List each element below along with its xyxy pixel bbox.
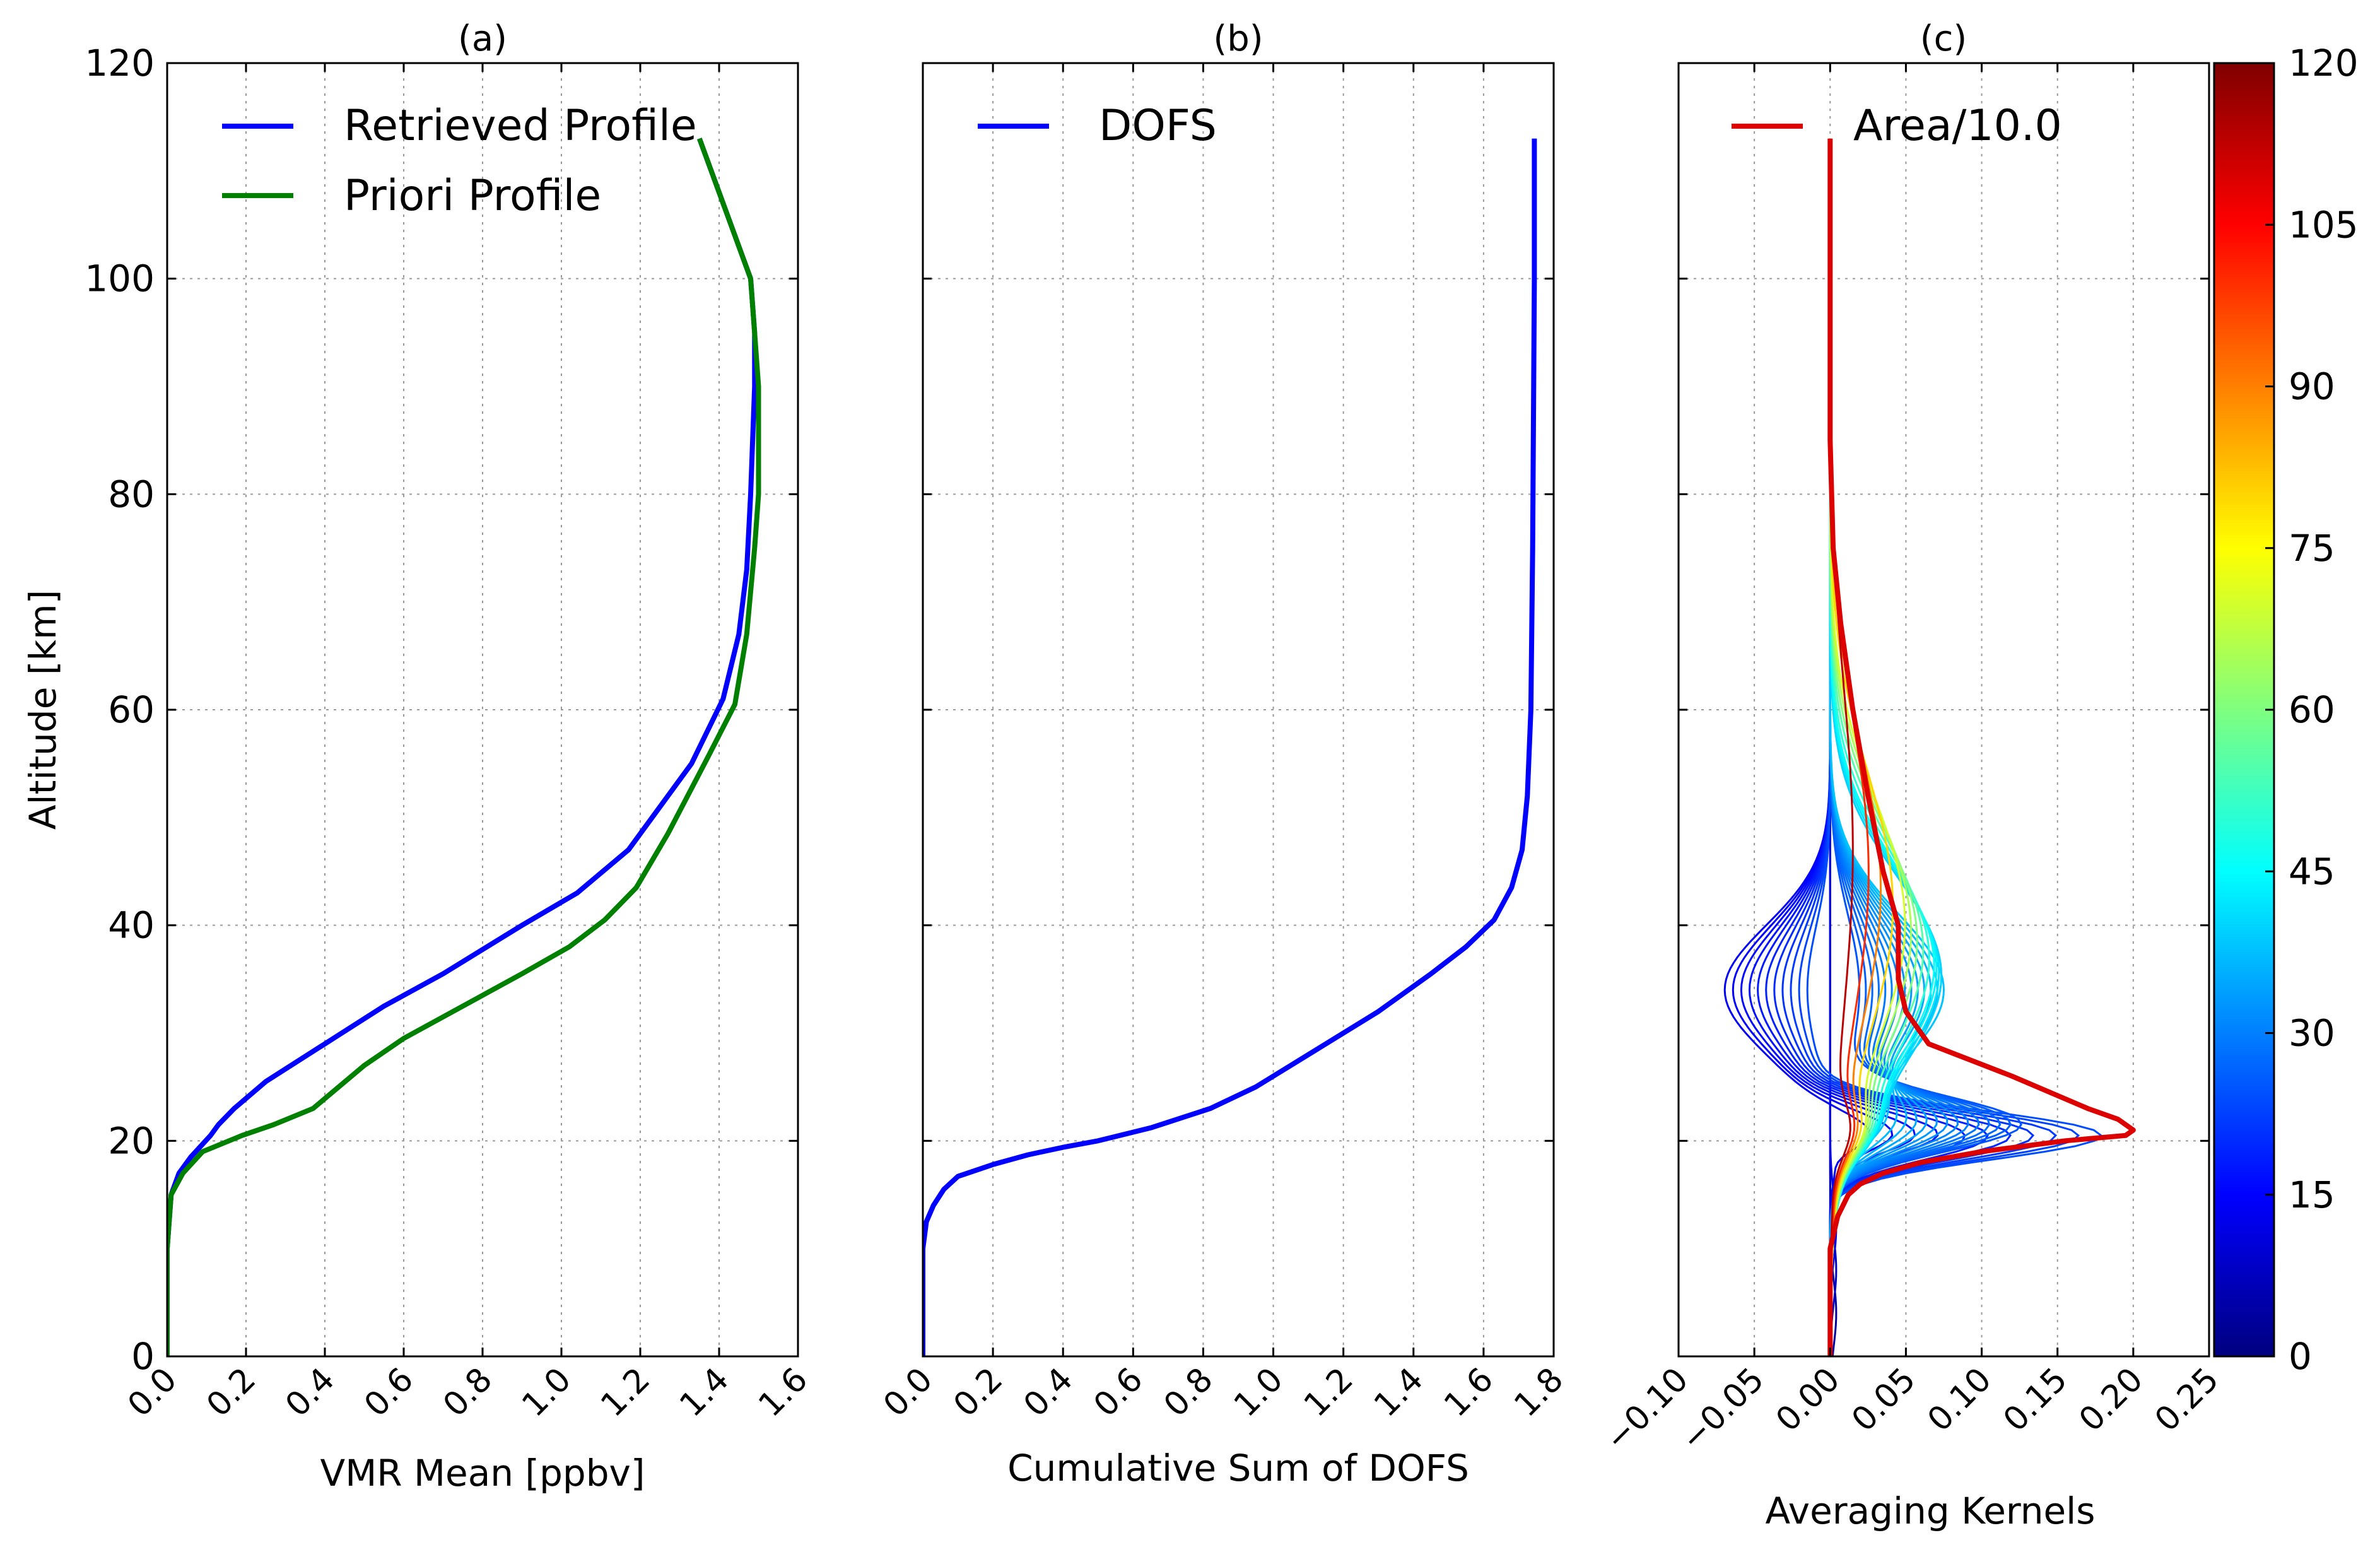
x-tick-label: 1.6: [1437, 1361, 1501, 1425]
panel-b-x-ticks: 0.0 0.2 0.4 0.6 0.8 1.0 1.2 1.4 1.6 1.8: [876, 63, 1571, 1425]
series-line-priori-profile: [167, 138, 761, 1356]
x-tick-label: 0.4: [278, 1361, 342, 1425]
legend-label-area: Area/10.0: [1853, 101, 2062, 151]
legend-label-dofs: DOFS: [1099, 101, 1217, 151]
panel-b-title: (b): [1213, 18, 1263, 59]
x-tick-label: 0.6: [1087, 1361, 1151, 1425]
panel-c-x-axis-label: Averaging Kernels: [1765, 1489, 2095, 1532]
x-tick-label: 0.2: [946, 1361, 1010, 1425]
legend-label-retrieved: Retrieved Profile: [344, 101, 697, 151]
x-tick-label: 0.6: [357, 1361, 421, 1425]
panel-c-kernel-lines: [1723, 138, 2103, 1356]
y-tick-label: 120: [85, 42, 155, 85]
panel-a-y-ticks: 0 20 40 60 80 100 120: [85, 42, 798, 1378]
x-tick-label: 0.10: [1920, 1361, 1998, 1439]
panel-a-x-axis-label: VMR Mean [ppbv]: [320, 1452, 645, 1495]
x-tick-label: 1.0: [515, 1361, 578, 1425]
x-tick-label: −0.10: [1598, 1361, 1696, 1459]
x-tick-label: 1.8: [1507, 1361, 1571, 1425]
x-tick-label: 0.2: [199, 1361, 263, 1425]
x-tick-label: 1.0: [1227, 1361, 1291, 1425]
colorbar-tick-label: 75: [2289, 527, 2335, 570]
x-tick-label: 0.0: [876, 1361, 940, 1425]
x-tick-label: 1.2: [1297, 1361, 1361, 1425]
x-tick-label: 0.25: [2148, 1361, 2226, 1439]
x-tick-label: 0.20: [2072, 1361, 2150, 1439]
y-tick-label: 60: [108, 688, 155, 731]
x-tick-label: 1.6: [751, 1361, 815, 1425]
x-tick-label: 1.4: [672, 1361, 736, 1425]
colorbar-tick-label: 45: [2289, 850, 2335, 893]
panel-a-title: (a): [458, 18, 507, 59]
colorbar-gradient: [2213, 62, 2275, 1358]
panel-a-series: [167, 138, 761, 1356]
x-tick-label: 0.05: [1844, 1361, 1923, 1439]
y-tick-label: 20: [108, 1119, 155, 1162]
legend-label-priori: Priori Profile: [344, 171, 601, 221]
panel-c-y-ticks: [1679, 62, 2209, 1358]
panel-c-legend: Area/10.0: [1732, 101, 2062, 151]
panel-b-grid: [923, 63, 1554, 1356]
panel-b-x-axis-label: Cumulative Sum of DOFS: [1007, 1447, 1469, 1489]
colorbar-tick-label: 105: [2289, 203, 2359, 246]
x-tick-label: 1.2: [594, 1361, 657, 1425]
colorbar-tick-label: 90: [2289, 365, 2335, 408]
y-tick-label: 40: [108, 904, 155, 947]
panel-b-frame: [922, 62, 1555, 1358]
series-line-dofs: [923, 138, 1537, 1356]
panel-a-legend: Retrieved Profile Priori Profile: [222, 101, 697, 221]
y-tick-label: 80: [108, 473, 155, 515]
series-line-area-10-0: [1827, 138, 2136, 1356]
panel-b-series: [923, 138, 1537, 1356]
y-tick-label: 0: [131, 1335, 155, 1378]
series-line-retrieved-profile: [167, 138, 758, 1356]
colorbar-tick-label: 15: [2289, 1173, 2335, 1216]
x-tick-label: 0.15: [1996, 1361, 2075, 1439]
panel-c-x-ticks: −0.10−0.050.000.050.100.150.200.25: [1598, 63, 2226, 1459]
colorbar-tick-label: 30: [2289, 1012, 2335, 1055]
panel-a-grid: [167, 63, 798, 1356]
x-tick-label: −0.05: [1674, 1361, 1771, 1459]
colorbar-tick-label: 120: [2289, 42, 2359, 85]
panel-b-y-ticks: [923, 62, 1554, 1358]
panel-c-averaging-kernels: (c) −0.10−0.050.000.050.100.150.200.25 A…: [1598, 18, 2226, 1532]
y-axis-label: Altitude [km]: [21, 590, 64, 830]
x-tick-label: 1.4: [1367, 1361, 1431, 1425]
x-tick-label: 0.8: [436, 1361, 500, 1425]
panel-c-title: (c): [1920, 18, 1967, 59]
colorbar-tick-label: 0: [2289, 1335, 2312, 1378]
panel-c-series: [1827, 138, 2136, 1356]
colorbar: 0 15 30 45 60 75 90 105 120: [2213, 42, 2359, 1378]
panel-b-legend: DOFS: [978, 101, 1217, 151]
y-tick-label: 100: [85, 257, 155, 300]
x-tick-label: 0.0: [120, 1361, 184, 1425]
colorbar-tick-label: 60: [2289, 688, 2335, 731]
x-tick-label: 0.4: [1017, 1361, 1081, 1425]
x-tick-label: 0.8: [1157, 1361, 1221, 1425]
colorbar-ticks: 0 15 30 45 60 75 90 105 120: [2265, 42, 2359, 1378]
panel-b-dofs: (b) 0.0 0.2 0.4 0.6 0.8 1.0 1.2 1.4 1.6 1.8 Cumul…: [876, 18, 1571, 1489]
x-tick-label: 0.00: [1769, 1361, 1847, 1439]
panel-a-vmr-profile: (a) 0 20 40 60 80 100 120 0.0 0.2 0.4 0.6 0.8 1.0 1.…: [85, 18, 815, 1495]
panel-a-x-ticks: 0.0 0.2 0.4 0.6 0.8 1.0 1.2 1.4 1.6: [120, 63, 815, 1425]
